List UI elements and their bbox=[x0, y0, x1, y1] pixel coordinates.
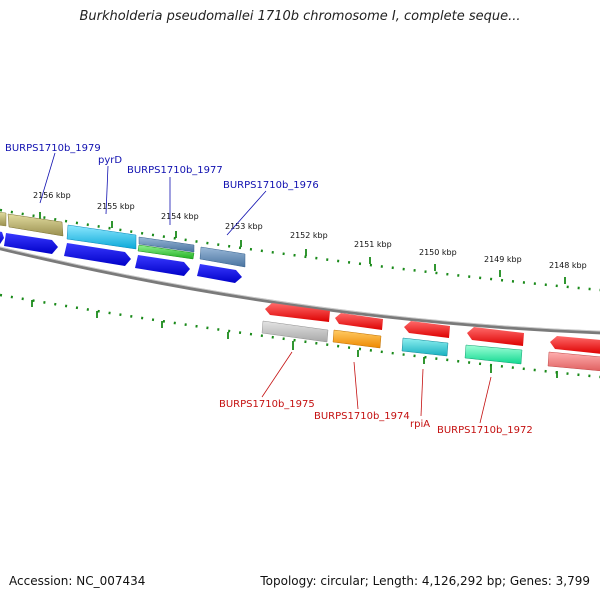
top-callouts bbox=[39, 152, 267, 236]
gene-label: BURPS1710b_1977 bbox=[127, 165, 223, 176]
scale-label: 2150 kbp bbox=[419, 248, 457, 257]
map-title: Burkholderia pseudomallei 1710b chromoso… bbox=[79, 9, 521, 24]
gene-arrow bbox=[66, 224, 137, 250]
accession-label: Accession: NC_007434 bbox=[9, 574, 146, 588]
gene-label: BURPS1710b_1974 bbox=[314, 411, 410, 422]
gene-label: rpiA bbox=[410, 419, 430, 430]
scale-label: 2156 kbp bbox=[33, 191, 71, 200]
gene-label: pyrD bbox=[98, 155, 122, 166]
gene-label: BURPS1710b_1975 bbox=[219, 399, 315, 410]
gene-arrow bbox=[467, 327, 524, 346]
gene-label: BURPS1710b_1976 bbox=[223, 180, 319, 191]
gene-arrow bbox=[135, 255, 190, 276]
gene-arrow bbox=[464, 344, 523, 365]
scale-label: 2149 kbp bbox=[484, 255, 522, 264]
scale-label: 2148 kbp bbox=[549, 261, 587, 270]
gene-arrow bbox=[404, 321, 450, 338]
gene-arrow bbox=[7, 213, 64, 237]
scale-labels: 2156 kbp 2155 kbp 2154 kbp 2153 kbp 2152… bbox=[33, 191, 587, 270]
gene-labels-reverse: BURPS1710b_1975 BURPS1710b_1974 rpiA BUR… bbox=[219, 399, 533, 436]
scale-label: 2155 kbp bbox=[97, 202, 135, 211]
gene-arrow bbox=[335, 313, 383, 330]
gene-label: BURPS1710b_1979 bbox=[5, 143, 101, 154]
scale-label: 2152 kbp bbox=[290, 231, 328, 240]
gene-arrow bbox=[4, 233, 58, 254]
gene-arrow bbox=[64, 243, 131, 266]
upper-scale-track bbox=[0, 208, 600, 292]
gene-arrow bbox=[550, 336, 600, 354]
chromosome-backbone bbox=[0, 246, 600, 335]
scale-label: 2151 kbp bbox=[354, 240, 392, 249]
gene-arrow bbox=[0, 211, 7, 227]
gene-arrow bbox=[332, 329, 382, 349]
gene-arrow bbox=[199, 246, 246, 268]
scale-label: 2154 kbp bbox=[161, 212, 199, 221]
gene-arrow bbox=[547, 351, 600, 372]
gene-arrow bbox=[0, 231, 4, 244]
lower-scale-track bbox=[0, 293, 600, 379]
reverse-strand-genes bbox=[261, 303, 600, 372]
forward-strand-genes-row2 bbox=[0, 231, 242, 283]
topology-label: Topology: circular; Length: 4,126,292 bp… bbox=[260, 574, 590, 588]
gene-arrow bbox=[138, 236, 195, 253]
scale-label: 2153 kbp bbox=[225, 222, 263, 231]
chromosome-backbone-highlight bbox=[0, 246, 600, 332]
gene-label: BURPS1710b_1972 bbox=[437, 425, 533, 436]
bottom-callouts bbox=[261, 351, 492, 424]
gene-arrow bbox=[265, 303, 330, 322]
gene-arrow bbox=[401, 337, 449, 357]
gene-arrow bbox=[261, 320, 329, 343]
gene-labels-forward: BURPS1710b_1979 pyrD BURPS1710b_1977 BUR… bbox=[5, 143, 319, 191]
forward-strand-genes bbox=[0, 211, 246, 268]
gene-arrow bbox=[197, 264, 242, 283]
gene-arrow bbox=[137, 244, 195, 260]
